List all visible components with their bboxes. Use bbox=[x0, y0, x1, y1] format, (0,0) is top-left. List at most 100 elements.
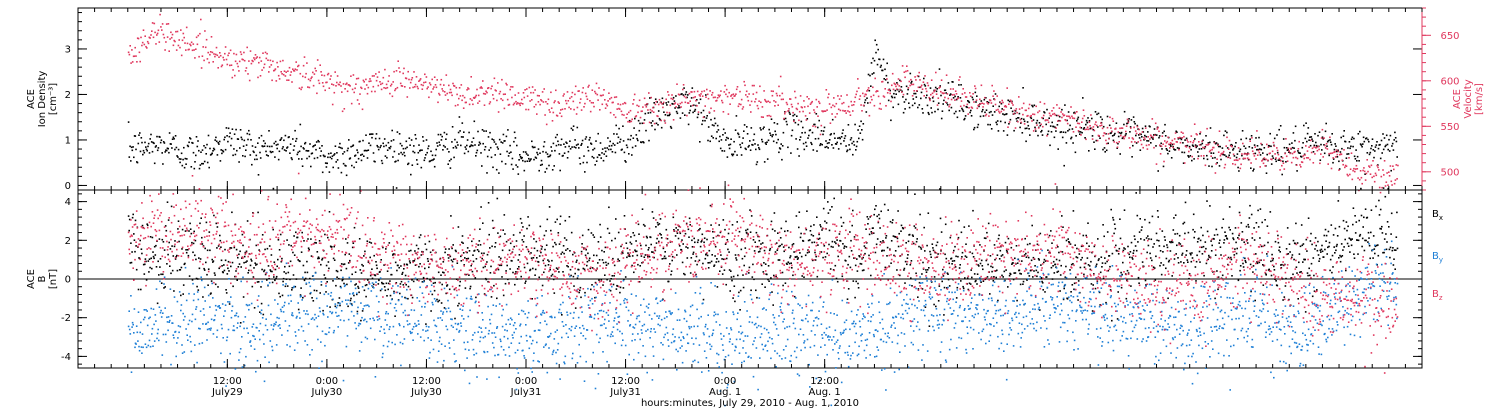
velocity-point bbox=[1200, 155, 1203, 157]
density-point bbox=[655, 122, 658, 125]
velocity-point bbox=[521, 98, 523, 101]
velocity-point bbox=[1052, 113, 1054, 116]
velocity-point bbox=[1122, 135, 1125, 138]
density-point bbox=[1176, 131, 1178, 133]
density-point bbox=[1338, 160, 1340, 163]
bx-point bbox=[621, 251, 623, 253]
bx-point bbox=[489, 272, 492, 274]
density-point bbox=[351, 164, 353, 167]
velocity-point bbox=[872, 86, 874, 89]
bx-point bbox=[483, 252, 485, 255]
bx-point bbox=[682, 243, 684, 245]
velocity-point bbox=[896, 88, 898, 90]
density-point bbox=[990, 128, 993, 130]
bx-point bbox=[152, 251, 154, 253]
bx-point bbox=[928, 325, 931, 327]
bx-point bbox=[277, 258, 279, 261]
velocity-point bbox=[1318, 148, 1320, 151]
density-point bbox=[1011, 110, 1014, 113]
density-point bbox=[1081, 131, 1083, 134]
velocity-point bbox=[648, 121, 651, 124]
bx-point bbox=[789, 255, 792, 257]
bx-point bbox=[751, 276, 754, 278]
density-point bbox=[651, 120, 654, 122]
velocity-point bbox=[600, 94, 603, 97]
bx-point bbox=[609, 289, 612, 292]
bx-point bbox=[224, 259, 227, 262]
density-point bbox=[546, 153, 549, 155]
density-point bbox=[584, 138, 587, 140]
density-point bbox=[615, 124, 617, 127]
velocity-point bbox=[646, 103, 648, 105]
bx-point bbox=[199, 222, 201, 225]
velocity-point bbox=[263, 66, 265, 69]
density-point bbox=[1112, 139, 1115, 142]
velocity-point bbox=[259, 75, 262, 77]
density-point bbox=[1073, 111, 1076, 114]
velocity-point bbox=[969, 92, 971, 94]
density-point bbox=[1014, 110, 1017, 112]
density-point bbox=[806, 118, 809, 120]
velocity-point bbox=[360, 86, 362, 89]
density-point bbox=[1302, 142, 1304, 144]
velocity-point bbox=[223, 59, 225, 61]
velocity-point bbox=[1208, 143, 1210, 145]
bx-point bbox=[581, 234, 584, 237]
velocity-point bbox=[882, 95, 885, 97]
velocity-point bbox=[515, 100, 517, 103]
velocity-point bbox=[1021, 107, 1023, 109]
bx-point bbox=[552, 245, 554, 248]
density-point bbox=[948, 109, 950, 112]
velocity-point bbox=[304, 76, 307, 79]
bx-point bbox=[722, 219, 725, 221]
density-point bbox=[1025, 140, 1027, 143]
bx-point bbox=[382, 282, 385, 285]
bx-point bbox=[349, 299, 352, 302]
velocity-point bbox=[1377, 166, 1379, 169]
density-point bbox=[258, 137, 260, 139]
bx-point bbox=[754, 241, 756, 243]
density-point bbox=[425, 139, 428, 141]
velocity-point bbox=[1205, 144, 1208, 146]
density-point bbox=[366, 149, 368, 152]
velocity-point bbox=[1089, 125, 1091, 127]
velocity-point bbox=[1085, 138, 1087, 141]
velocity-point bbox=[619, 103, 622, 106]
density-point bbox=[713, 117, 716, 120]
density-point bbox=[492, 166, 494, 169]
velocity-point bbox=[325, 81, 327, 84]
velocity-point bbox=[530, 91, 532, 94]
velocity-point bbox=[597, 99, 599, 101]
density-point bbox=[186, 158, 188, 160]
velocity-point bbox=[1296, 157, 1299, 160]
bx-point bbox=[730, 276, 733, 278]
velocity-point bbox=[314, 67, 316, 70]
bx-point bbox=[856, 258, 858, 260]
bx-point bbox=[443, 307, 446, 309]
bx-point bbox=[243, 255, 246, 258]
velocity-point bbox=[969, 95, 972, 97]
velocity-point bbox=[693, 90, 696, 93]
density-point bbox=[387, 141, 390, 144]
bx-point bbox=[655, 242, 658, 244]
velocity-point bbox=[851, 104, 853, 107]
velocity-point bbox=[844, 110, 847, 112]
velocity-point bbox=[708, 111, 711, 113]
density-point bbox=[534, 146, 536, 149]
density-point bbox=[737, 133, 740, 136]
velocity-point bbox=[1100, 124, 1103, 127]
density-point bbox=[274, 156, 276, 158]
velocity-point bbox=[465, 101, 467, 104]
bx-point bbox=[486, 253, 489, 256]
density-point bbox=[460, 144, 462, 147]
density-point bbox=[1344, 140, 1347, 143]
density-point bbox=[1077, 116, 1080, 119]
velocity-point bbox=[806, 96, 808, 98]
velocity-point bbox=[192, 43, 195, 45]
bx-point bbox=[968, 282, 971, 285]
bx-point bbox=[529, 269, 531, 272]
bx-point bbox=[489, 247, 491, 249]
density-point bbox=[510, 163, 513, 166]
density-point bbox=[781, 158, 783, 161]
bx-point bbox=[350, 297, 352, 300]
